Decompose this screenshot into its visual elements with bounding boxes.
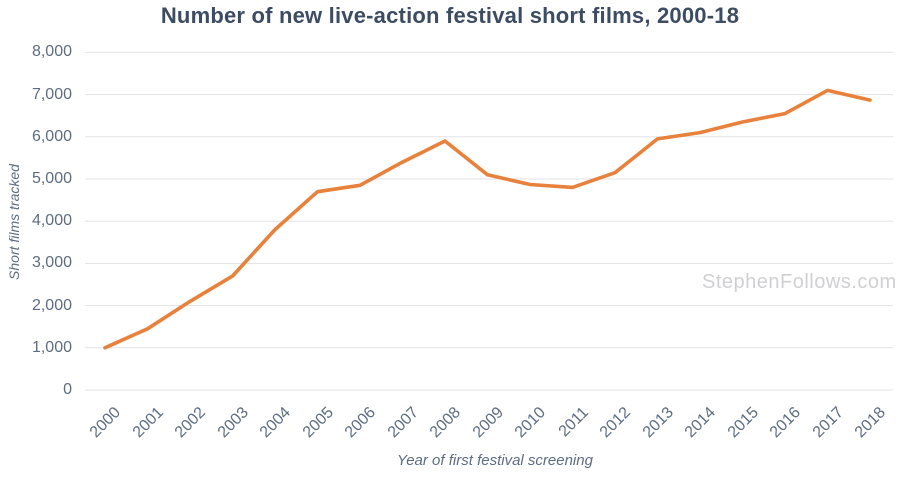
y-tick-label: 7,000 [31,85,72,103]
chart-title: Number of new live-action festival short… [160,3,740,28]
y-tick-label: 5,000 [31,170,72,187]
y-tick-label: 0 [63,381,72,398]
x-axis-title: Year of first festival screening [397,452,593,469]
y-tick-label: 2,000 [31,296,72,314]
y-tick-label: 8,000 [31,43,72,61]
y-tick-label: 1,000 [31,338,72,356]
y-tick-label: 6,000 [31,127,72,145]
watermark: StephenFollows.com [702,271,897,293]
line-series [103,88,872,350]
y-tick-label: 3,000 [31,254,72,272]
y-axis-title: Short films tracked [6,164,22,280]
y-tick-label: 4,000 [31,212,72,230]
